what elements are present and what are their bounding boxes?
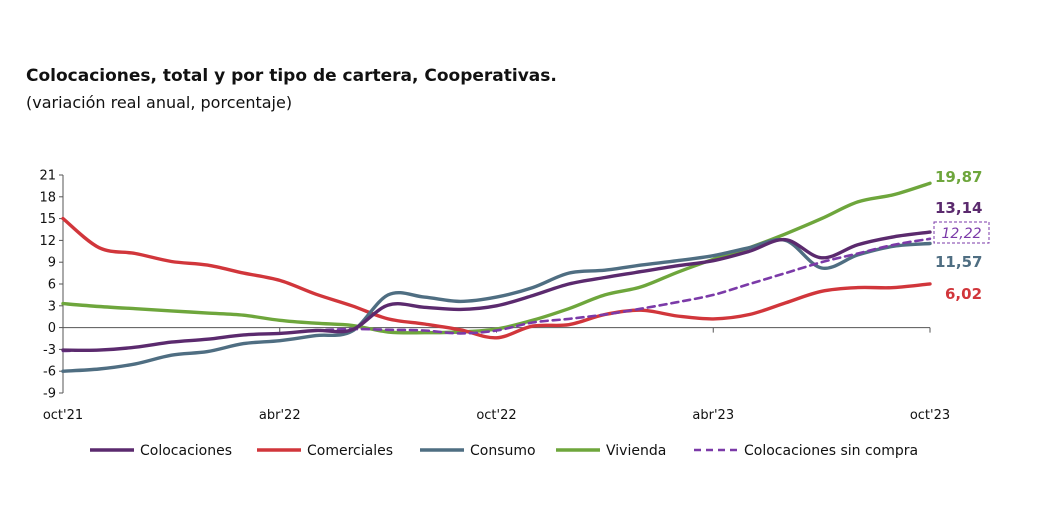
x-tick-label: oct'22: [476, 408, 516, 423]
y-tick-label: 0: [48, 321, 56, 336]
y-tick-label: 3: [48, 299, 56, 314]
legend-label-colocaciones: Colocaciones: [140, 443, 232, 459]
x-tick-label: oct'23: [910, 408, 950, 423]
axes: 21 18 15 12 9 6 3 0 -3 -6 -9 oct'21 abr'22 oct'22 abr'…: [39, 169, 950, 424]
chart-subtitle: (variación real anual, porcentaje): [26, 93, 293, 112]
y-tick-label: 15: [39, 212, 56, 227]
y-tick-label: 9: [48, 256, 56, 271]
y-tick-label: 21: [39, 169, 56, 184]
x-tick-label: oct'21: [43, 408, 83, 423]
chart-title: Colocaciones, total y por tipo de carter…: [26, 66, 557, 86]
end-labels: 13,14 6,02 11,57 19,87 12,22: [933, 168, 990, 303]
legend-label-colocaciones-sin-compra: Colocaciones sin compra: [744, 443, 918, 459]
series-line-comerciales: [61, 216, 932, 340]
legend-label-consumo: Consumo: [470, 443, 536, 459]
end-label-consumo: 11,57: [935, 253, 982, 271]
end-label-comerciales: 6,02: [945, 285, 982, 303]
y-tick-label: 18: [39, 190, 56, 205]
series-line-vivienda: [61, 181, 932, 335]
y-tick-label: 12: [39, 234, 56, 249]
end-label-vivienda: 19,87: [935, 168, 982, 186]
legend-label-comerciales: Comerciales: [307, 443, 393, 459]
series-line-colocaciones-sin-compra: [61, 237, 932, 353]
y-tick-label: -6: [43, 365, 56, 380]
x-tick-label: abr'22: [259, 408, 301, 423]
legend-label-vivienda: Vivienda: [606, 443, 666, 459]
end-label-colocaciones: 13,14: [935, 199, 982, 217]
end-label-colocaciones-sin-compra: 12,22: [941, 226, 981, 242]
legend: Colocaciones Comerciales Consumo Vivienda Co…: [90, 443, 918, 459]
end-label-box: [933, 221, 990, 244]
y-tick-label: -3: [43, 343, 56, 358]
series-line-colocaciones: [61, 230, 932, 353]
x-tick-label: abr'23: [692, 408, 734, 423]
series-layer: [61, 181, 932, 373]
y-tick-label: -9: [43, 387, 56, 402]
y-tick-label: 6: [48, 278, 56, 293]
